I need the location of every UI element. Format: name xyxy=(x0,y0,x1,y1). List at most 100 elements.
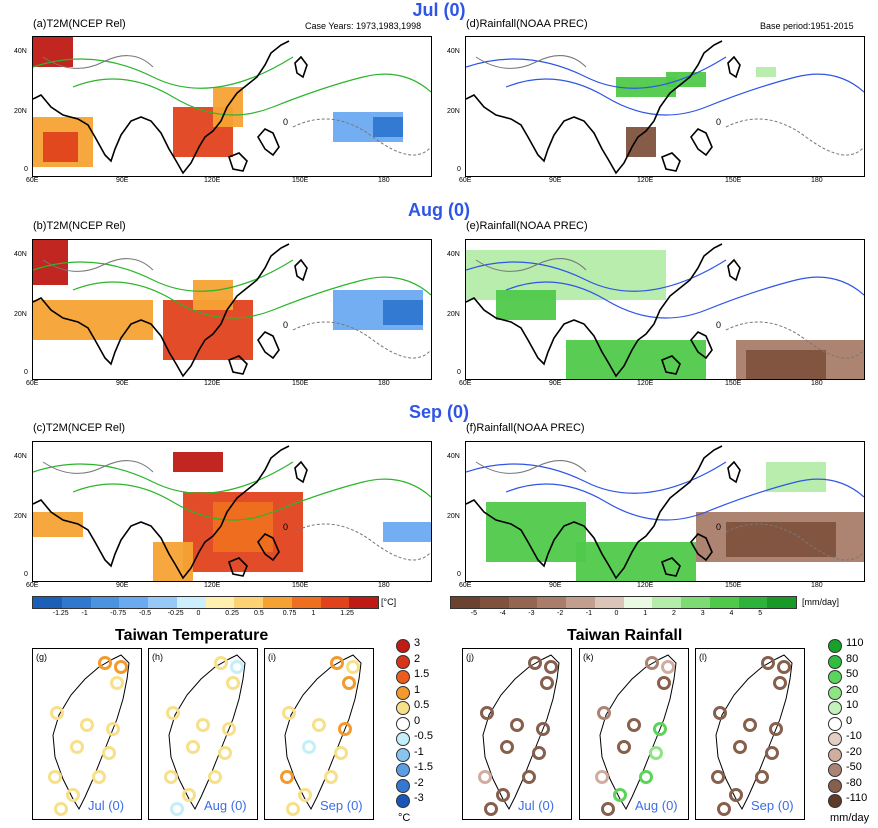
coastline xyxy=(727,55,741,79)
colorbar-tick-label: 5 xyxy=(758,610,763,617)
station-marker xyxy=(102,746,116,760)
taiwan-map-panel xyxy=(462,648,572,820)
taiwan-outline xyxy=(284,654,362,811)
taiwan-panel-month: Jul (0) xyxy=(88,798,125,813)
station-marker xyxy=(769,722,783,736)
contour-zero-label: 0 xyxy=(283,117,288,127)
month-heading-aug: Aug (0) xyxy=(408,200,470,220)
shading-block xyxy=(193,280,233,310)
station-marker xyxy=(733,740,747,754)
taiwan-panel-label: (h) xyxy=(152,652,163,662)
taiwan-panel-month: Sep (0) xyxy=(751,798,794,813)
station-marker xyxy=(773,676,787,690)
station-marker xyxy=(342,676,356,690)
station-marker xyxy=(536,722,550,736)
station-marker xyxy=(70,740,84,754)
shading-block xyxy=(726,522,836,557)
colorbar-tick-label: 4 xyxy=(729,610,734,617)
legend-swatch xyxy=(396,685,410,700)
lat-tick-label: 20N xyxy=(447,311,460,318)
taiwan-panel-label: (l) xyxy=(699,652,707,662)
station-marker xyxy=(196,718,210,732)
contour-zero-label: 0 xyxy=(716,117,721,127)
lon-tick-label: 90E xyxy=(549,177,562,184)
legend-swatch xyxy=(396,639,410,653)
station-marker xyxy=(230,660,244,674)
colorbar-tick-label: -4 xyxy=(499,610,506,617)
shading-block xyxy=(486,502,586,562)
lat-tick-label: 40N xyxy=(14,48,27,55)
rainfall-colorbar-unit: [mm/day] xyxy=(802,597,840,607)
colorbar-swatch xyxy=(349,597,378,608)
contour-line xyxy=(33,56,294,89)
contour-zero-label: 0 xyxy=(716,320,721,330)
legend-value: 0.5 xyxy=(414,699,430,711)
colorbar-tick-label: 0.25 xyxy=(225,610,239,617)
station-marker xyxy=(298,788,312,802)
taiwan-outline xyxy=(482,654,560,811)
station-marker xyxy=(214,656,228,670)
contour-line xyxy=(72,276,431,319)
taiwan-panel-label: (g) xyxy=(36,652,47,662)
map-panel-b: 0 xyxy=(32,239,432,380)
coastline xyxy=(33,445,290,580)
station-marker xyxy=(478,770,492,784)
legend-swatch xyxy=(828,778,842,793)
colorbar-swatch xyxy=(234,597,263,608)
lat-tick-label: 40N xyxy=(447,453,460,460)
station-marker xyxy=(601,802,615,816)
station-marker xyxy=(48,770,62,784)
lon-tick-label: 120E xyxy=(637,582,654,589)
station-marker xyxy=(282,706,296,720)
station-marker xyxy=(484,802,498,816)
colorbar-swatch xyxy=(594,597,624,608)
station-marker xyxy=(496,788,510,802)
lon-tick-label: 180 xyxy=(378,582,390,589)
station-marker xyxy=(711,770,725,784)
station-marker xyxy=(50,706,64,720)
coastline xyxy=(33,40,290,175)
legend-swatch xyxy=(396,654,410,669)
temperature-colorbar-unit: [°C] xyxy=(381,597,397,607)
lat-tick-label: 20N xyxy=(14,311,27,318)
colorbar-tick-label: -0.25 xyxy=(167,610,184,617)
lon-tick-label: 120E xyxy=(204,177,221,184)
legend-value: 80 xyxy=(846,652,859,665)
station-marker xyxy=(106,722,120,736)
contour-line xyxy=(475,258,587,272)
contour-line xyxy=(466,56,727,89)
lon-tick-label: 150E xyxy=(292,380,309,387)
station-marker xyxy=(657,676,671,690)
coastline xyxy=(257,331,280,360)
station-marker xyxy=(544,660,558,674)
colorbar-tick-label: 3 xyxy=(700,610,705,617)
lat-tick-label: 20N xyxy=(447,108,460,115)
colorbar-tick-label: -2 xyxy=(557,610,564,617)
lon-tick-label: 60E xyxy=(26,582,39,589)
coastline xyxy=(690,128,713,157)
contour-line xyxy=(505,73,864,116)
lat-tick-label: 40N xyxy=(14,453,27,460)
lon-tick-label: 150E xyxy=(292,177,309,184)
lat-tick-label: 0 xyxy=(457,369,461,376)
station-marker xyxy=(729,788,743,802)
station-marker xyxy=(338,722,352,736)
station-marker xyxy=(761,656,775,670)
legend-swatch xyxy=(396,701,410,715)
panel-a-title: (a)T2M(NCEP Rel) xyxy=(33,18,126,30)
coastline xyxy=(661,355,681,375)
legend-swatch xyxy=(828,701,842,715)
legend-value: -110 xyxy=(846,792,868,804)
contour-line xyxy=(292,523,431,561)
coastline xyxy=(466,243,723,378)
legend-swatch xyxy=(396,778,410,793)
lat-tick-label: 0 xyxy=(24,369,28,376)
colorbar-tick-label: -1 xyxy=(81,610,88,617)
map-panel-e: 0 xyxy=(465,239,865,380)
coastline xyxy=(727,460,741,484)
coastline xyxy=(727,258,741,282)
colorbar-tick-label: -0.75 xyxy=(110,610,127,617)
colorbar-swatch xyxy=(291,597,321,608)
coastline xyxy=(466,40,723,175)
panel-a-note: Case Years: 1973,1983,1998 xyxy=(305,21,422,31)
